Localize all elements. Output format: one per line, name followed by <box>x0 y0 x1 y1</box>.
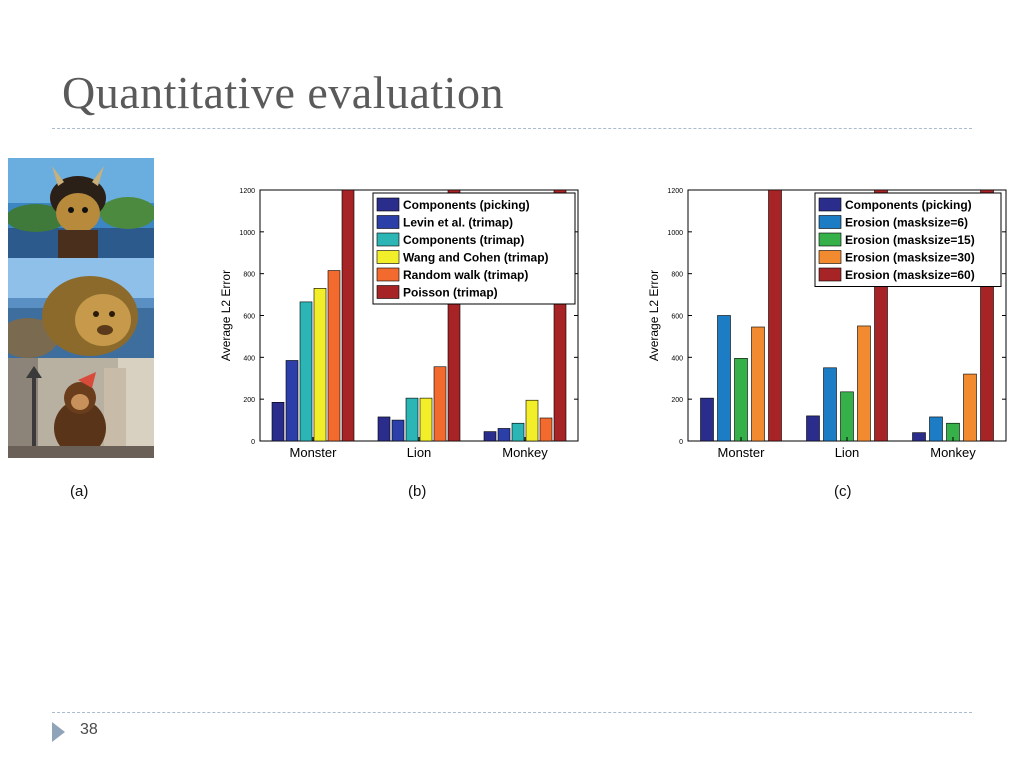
legend-swatch <box>376 285 400 299</box>
y-tick-label: 0 <box>679 439 683 446</box>
legend-label: Components (picking) <box>845 198 972 212</box>
bar <box>857 325 871 442</box>
bar <box>525 399 539 442</box>
y-tick-label: 1000 <box>667 230 683 237</box>
y-tick-label: 400 <box>243 355 255 362</box>
legend-swatch <box>818 215 842 229</box>
bar <box>806 415 820 442</box>
y-tick-label: 1200 <box>667 188 683 195</box>
page-arrow-icon <box>52 722 65 742</box>
photo-strip <box>8 158 154 458</box>
legend-swatch <box>376 250 400 264</box>
legend-swatch <box>818 232 842 247</box>
bar <box>963 373 977 442</box>
legend-label: Erosion (masksize=15) <box>845 233 975 247</box>
monster-photo <box>8 158 154 258</box>
y-tick-label: 0 <box>251 439 255 446</box>
bar <box>285 360 299 442</box>
x-tick-label: Monster <box>718 445 766 460</box>
legend-swatch <box>818 197 842 212</box>
footer-divider <box>52 712 972 713</box>
legend-swatch <box>376 232 400 247</box>
legend-box <box>814 192 1002 287</box>
bar <box>734 358 748 442</box>
bar <box>313 288 327 442</box>
y-tick-label: 200 <box>671 397 683 404</box>
bar <box>823 367 837 442</box>
legend-label: Levin et al. (trimap) <box>403 216 513 230</box>
bar <box>341 189 355 442</box>
bar <box>539 417 553 442</box>
bar <box>405 397 419 442</box>
x-tick-label: Lion <box>407 445 432 460</box>
y-tick-label: 400 <box>671 355 683 362</box>
bar <box>271 402 285 442</box>
y-axis-label: Average L2 Error <box>647 270 661 361</box>
y-tick-label: 600 <box>671 314 683 321</box>
x-tick-label: Lion <box>835 445 860 460</box>
bar <box>717 315 731 442</box>
legend-swatch <box>376 215 400 229</box>
y-axis-label: Average L2 Error <box>219 270 233 361</box>
bar <box>327 270 341 442</box>
bar <box>840 391 854 442</box>
bar <box>751 326 765 442</box>
legend-label: Erosion (masksize=6) <box>845 216 968 230</box>
legend-label: Poisson (trimap) <box>403 286 498 300</box>
legend-label: Wang and Cohen (trimap) <box>403 251 549 265</box>
bar <box>497 428 511 442</box>
x-tick-label: Monkey <box>502 445 548 460</box>
bar <box>377 416 391 442</box>
panel-label-b: (b) <box>408 483 427 500</box>
legend-swatch <box>818 250 842 264</box>
y-tick-label: 600 <box>243 314 255 321</box>
bar <box>433 366 447 442</box>
x-tick-label: Monkey <box>930 445 976 460</box>
x-tick-label: Monster <box>290 445 338 460</box>
legend-label: Erosion (masksize=30) <box>845 251 975 265</box>
legend-swatch <box>376 267 400 282</box>
legend-label: Components (trimap) <box>403 233 524 247</box>
slide-title: Quantitative evaluation <box>62 67 504 118</box>
panel-label-a: (a) <box>70 483 89 500</box>
bar <box>768 189 782 442</box>
bar <box>299 301 313 442</box>
y-tick-label: 1200 <box>239 188 255 195</box>
panel-label-c: (c) <box>834 483 852 500</box>
bar <box>483 431 497 442</box>
legend-label: Erosion (masksize=60) <box>845 268 975 282</box>
y-tick-label: 800 <box>671 272 683 279</box>
bar <box>419 397 433 442</box>
y-tick-label: 800 <box>243 272 255 279</box>
bar <box>700 397 714 442</box>
bar <box>929 416 943 442</box>
chart-c: 0 200 400 600 800 1000 1200 Average L2 Error Mon… <box>647 188 1007 460</box>
lion-photo <box>8 258 154 358</box>
legend-swatch <box>376 197 400 212</box>
legend-label: Components (picking) <box>403 198 530 212</box>
bar <box>511 422 525 442</box>
legend-swatch <box>818 267 842 282</box>
title-divider <box>52 128 972 129</box>
legend-box <box>372 192 576 305</box>
monkey-photo <box>8 358 154 458</box>
y-tick-label: 1000 <box>239 230 255 237</box>
legend-label: Random walk (trimap) <box>403 268 528 282</box>
bar <box>391 419 405 442</box>
chart-b: 0 200 400 600 800 1000 1200 Average L2 Error Mon… <box>219 188 579 460</box>
page-number: 38 <box>80 721 98 738</box>
bar <box>912 432 926 442</box>
y-tick-label: 200 <box>243 397 255 404</box>
